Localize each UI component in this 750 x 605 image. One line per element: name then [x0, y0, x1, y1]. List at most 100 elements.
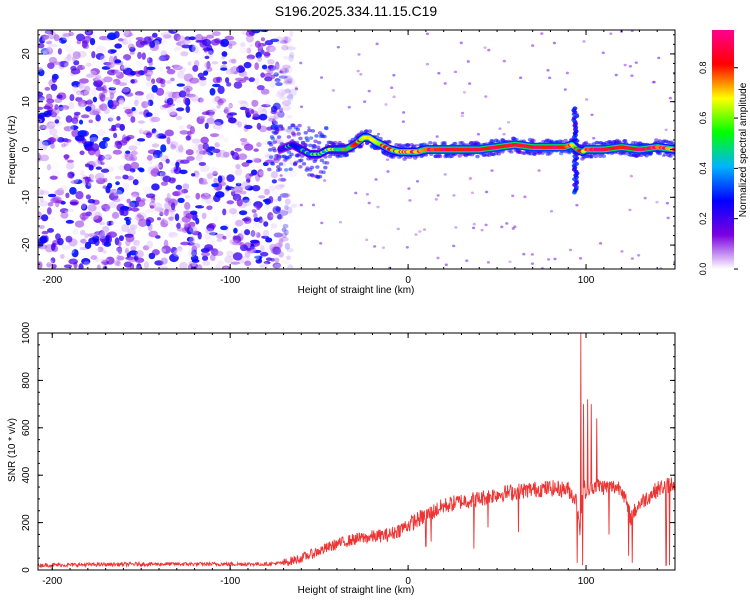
noise-speck: [299, 105, 304, 109]
noise-blob: [223, 104, 233, 108]
noise-blob: [247, 186, 253, 191]
noise-blob: [117, 241, 122, 247]
noise-speck: [375, 42, 379, 46]
noise-blob: [189, 126, 195, 135]
noise-blob: [221, 61, 228, 65]
noise-blob: [121, 89, 130, 94]
noise-blob: [287, 93, 294, 102]
noise-blob: [54, 97, 63, 104]
noise-blob: [40, 47, 49, 55]
ridge-halo: [509, 150, 514, 154]
noise-blob: [146, 73, 152, 82]
noise-blob: [110, 100, 120, 107]
noise-blob: [272, 200, 281, 208]
noise-blob: [269, 46, 278, 54]
noise-blob: [254, 77, 260, 86]
noise-blob: [70, 125, 79, 130]
noise-blob: [226, 174, 235, 183]
noise-blob: [277, 195, 282, 202]
noise-speck: [546, 68, 550, 72]
noise-blob: [200, 192, 211, 200]
noise-blob: [38, 142, 42, 147]
noise-blob: [50, 257, 56, 264]
noise-blob: [122, 58, 127, 66]
noise-blob: [263, 260, 271, 265]
noise-speck: [443, 173, 447, 176]
noise-blob: [109, 80, 117, 90]
noise-blob: [173, 47, 179, 52]
noise-blob: [105, 256, 115, 265]
noise-speck: [311, 203, 316, 207]
noise-blob: [90, 68, 100, 76]
noise-blob: [161, 104, 171, 108]
noise-blob: [220, 38, 230, 47]
noise-blob: [80, 89, 90, 96]
colorbar-tick-label: 0.0: [698, 263, 708, 276]
noise-blob: [175, 184, 183, 190]
ridge-halo: [309, 165, 315, 170]
noise-blob: [87, 204, 97, 212]
noise-blob: [143, 261, 150, 269]
noise-blob: [241, 199, 252, 207]
noise-blob: [109, 188, 119, 197]
noise-blob: [51, 110, 56, 117]
noise-speck: [628, 64, 633, 68]
noise-blob: [108, 87, 116, 91]
noise-blob: [269, 183, 275, 188]
noise-blob: [151, 183, 160, 191]
noise-blob: [286, 66, 293, 74]
noise-blob: [50, 142, 55, 149]
noise-blob: [155, 164, 162, 169]
noise-speck: [307, 126, 311, 129]
ridge-halo: [301, 161, 307, 166]
noise-blob: [224, 255, 234, 264]
noise-blob: [54, 119, 60, 124]
noise-blob: [206, 99, 211, 108]
noise-blob: [123, 32, 134, 37]
y-tick-label: 1000: [21, 321, 32, 344]
noise-blob: [47, 202, 54, 207]
noise-speck: [385, 158, 390, 161]
noise-speck: [331, 89, 335, 92]
noise-blob: [165, 91, 174, 96]
noise-blob: [286, 206, 293, 214]
noise-speck: [666, 216, 670, 220]
noise-blob: [250, 230, 256, 237]
noise-blob: [272, 69, 278, 75]
noise-blob: [103, 76, 113, 83]
noise-blob: [263, 98, 269, 103]
noise-blob: [201, 212, 207, 220]
noise-blob: [114, 69, 121, 76]
noise-blob: [130, 161, 140, 170]
noise-blob: [71, 80, 81, 88]
noise-blob: [204, 62, 212, 69]
noise-blob: [159, 211, 164, 217]
ridge-halo: [268, 148, 273, 152]
noise-blob: [229, 163, 236, 168]
noise-blob: [238, 210, 248, 216]
noise-blob: [73, 111, 81, 116]
colorbar-tick-label: 0.8: [698, 61, 708, 74]
noise-blob: [126, 198, 131, 204]
noise-blob: [160, 144, 167, 153]
noise-blob: [72, 210, 80, 217]
noise-speck: [347, 105, 351, 109]
noise-blob: [209, 108, 217, 113]
noise-blob: [120, 64, 128, 70]
noise-blob: [115, 247, 126, 254]
noise-blob: [102, 96, 112, 101]
noise-blob: [184, 202, 191, 210]
ridge-halo: [315, 165, 320, 169]
noise-speck: [323, 179, 327, 182]
ridge-halo: [286, 135, 292, 139]
ridge-halo: [275, 127, 280, 132]
noise-blob: [277, 213, 282, 220]
colorbar-label: Normalized spectral amplitude: [738, 82, 749, 217]
noise-speck: [436, 194, 440, 197]
noise-blob: [124, 108, 133, 114]
noise-blob: [281, 192, 291, 199]
noise-blob: [153, 131, 159, 140]
noise-blob: [97, 154, 103, 163]
noise-blob: [207, 222, 216, 229]
